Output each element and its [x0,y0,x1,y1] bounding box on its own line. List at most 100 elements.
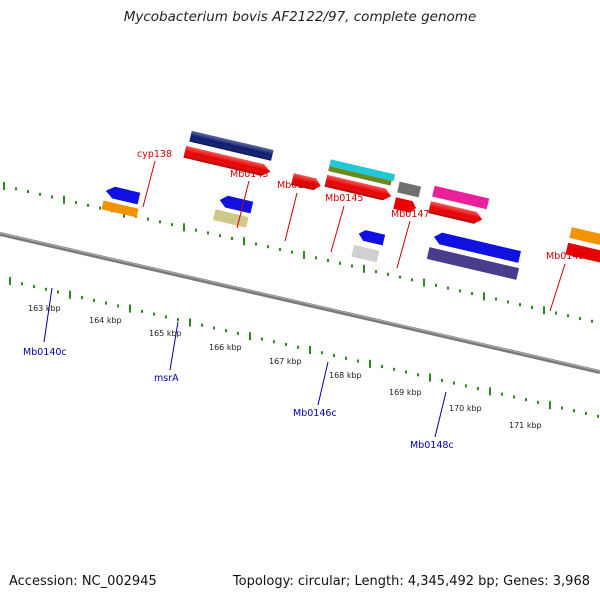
inner-tick-minor [177,318,179,322]
inner-tick-minor [417,373,419,377]
inner-tick-minor [477,387,479,391]
outer-tick-major [363,264,365,273]
outer-tick-major [423,278,425,287]
gene-msra-arrow[interactable] [218,194,254,214]
inner-tick-minor [45,287,47,291]
label-cyp138[interactable]: cyp138 [137,149,172,160]
outer-tick-minor [579,316,581,320]
gene-mb0149-orange[interactable] [569,227,600,250]
outer-tick-minor [447,286,449,290]
outer-tick-minor [351,264,353,268]
ruler-label-165: 165 kbp [149,329,182,338]
gene-mb0140c-arrow[interactable] [104,185,141,205]
inner-tick-minor [597,414,599,418]
ruler-label-167: 167 kbp [269,357,302,366]
shade [291,173,321,191]
outer-tick-minor [555,311,557,315]
inner-tick-minor [381,365,383,369]
outer-tick-minor [495,297,497,301]
inner-tick-minor [345,356,347,360]
inner-tick-minor [501,392,503,396]
gene-mb0140c-orange[interactable] [101,200,139,218]
outer-tick-minor [207,231,209,235]
label-mb0140c[interactable]: Mb0140c [23,347,67,358]
label-mb0147[interactable]: Mb0147 [391,209,429,220]
outer-tick-major [483,292,485,301]
shade [189,130,274,161]
label-mb0148c[interactable]: Mb0148c [410,440,454,451]
inner-tick-minor [21,282,23,286]
outer-tick-minor [219,234,221,238]
inner-tick-minor [405,370,407,374]
inner-tick-minor [201,323,203,327]
ruler-label-169: 169 kbp [389,388,422,397]
inner-tick-minor [225,329,227,333]
outer-tick-minor [507,300,509,304]
label-mb0146c[interactable]: Mb0146c [293,408,337,419]
inner-tick-minor [573,409,575,413]
inner-tick-minor [165,315,167,319]
outer-tick-major [63,195,65,204]
gene-mb0144-olive[interactable] [328,166,392,186]
gene-msra-khaki[interactable] [212,209,249,228]
inner-tick-minor [441,378,443,382]
outer-tick-minor [39,192,41,196]
inner-tick-minor [81,296,83,300]
genome-backbone [0,232,600,374]
label-mb0149[interactable]: Mb0149 [546,251,584,262]
outer-tick-minor [171,223,173,227]
label-mb0143[interactable]: Mb0143 [230,169,268,180]
inner-tick-minor [261,337,263,341]
gene-mb0148c-arrow[interactable] [433,231,521,263]
gene-mb0145-arrow[interactable] [393,197,417,214]
label-msra[interactable]: msrA [154,373,179,384]
outer-tick-minor [387,272,389,276]
ruler-label-171: 171 kbp [509,421,542,430]
gene-mb0145-gray[interactable] [397,181,422,198]
outer-tick-minor [591,319,593,323]
outer-tick-minor [195,228,197,232]
label-mb0144[interactable]: Mb0144 [277,180,315,191]
inner-tick-minor [537,400,539,404]
inner-tick-minor [453,381,455,385]
inner-tick-minor [213,326,215,330]
gene-mb0144-cyan[interactable] [329,159,396,182]
outer-tick-minor [231,236,233,240]
outer-tick-minor [339,261,341,265]
outer-tick-minor [51,195,53,199]
label-mb0145[interactable]: Mb0145 [325,193,363,204]
inner-tick-major [69,290,71,299]
ruler-label-166: 166 kbp [209,343,242,352]
inner-tick-major [9,277,11,285]
outer-tick-major [3,182,5,190]
ruler-label-164: 164 kbp [89,316,122,325]
gene-mb0149-arrow[interactable] [565,242,600,266]
ruler-label-170: 170 kbp [449,404,482,413]
outer-tick-minor [411,278,413,282]
inner-tick-minor [285,342,287,346]
outer-tick-minor [27,190,29,194]
outer-tick-major [543,306,545,315]
inner-tick-minor [105,301,107,305]
inner-tick-minor [525,398,527,402]
outer-tick-minor [399,275,401,279]
gene-mb0148c-purple[interactable] [426,247,520,280]
ruler-label-163: 163 kbp [28,304,61,313]
outer-tick-major [243,237,245,246]
inner-tick-minor [297,345,299,349]
inner-tick-minor [333,354,335,358]
gene-mb0147-pink[interactable] [432,185,490,210]
outer-tick-minor [567,314,569,318]
inner-tick-minor [465,384,467,388]
accession-text: Accession: NC_002945 [9,574,157,589]
outer-tick-minor [315,256,317,260]
gene-mb0146c-lightgray[interactable] [351,244,380,263]
outer-tick-minor [435,283,437,287]
outer-tick-minor [375,270,377,274]
inner-tick-minor [33,285,35,289]
inner-tick-row [9,277,599,418]
inner-tick-major [429,373,431,382]
outer-tick-minor [327,259,329,263]
outer-tick-minor [519,303,521,307]
gene-mb0146c-arrow[interactable] [357,229,386,246]
